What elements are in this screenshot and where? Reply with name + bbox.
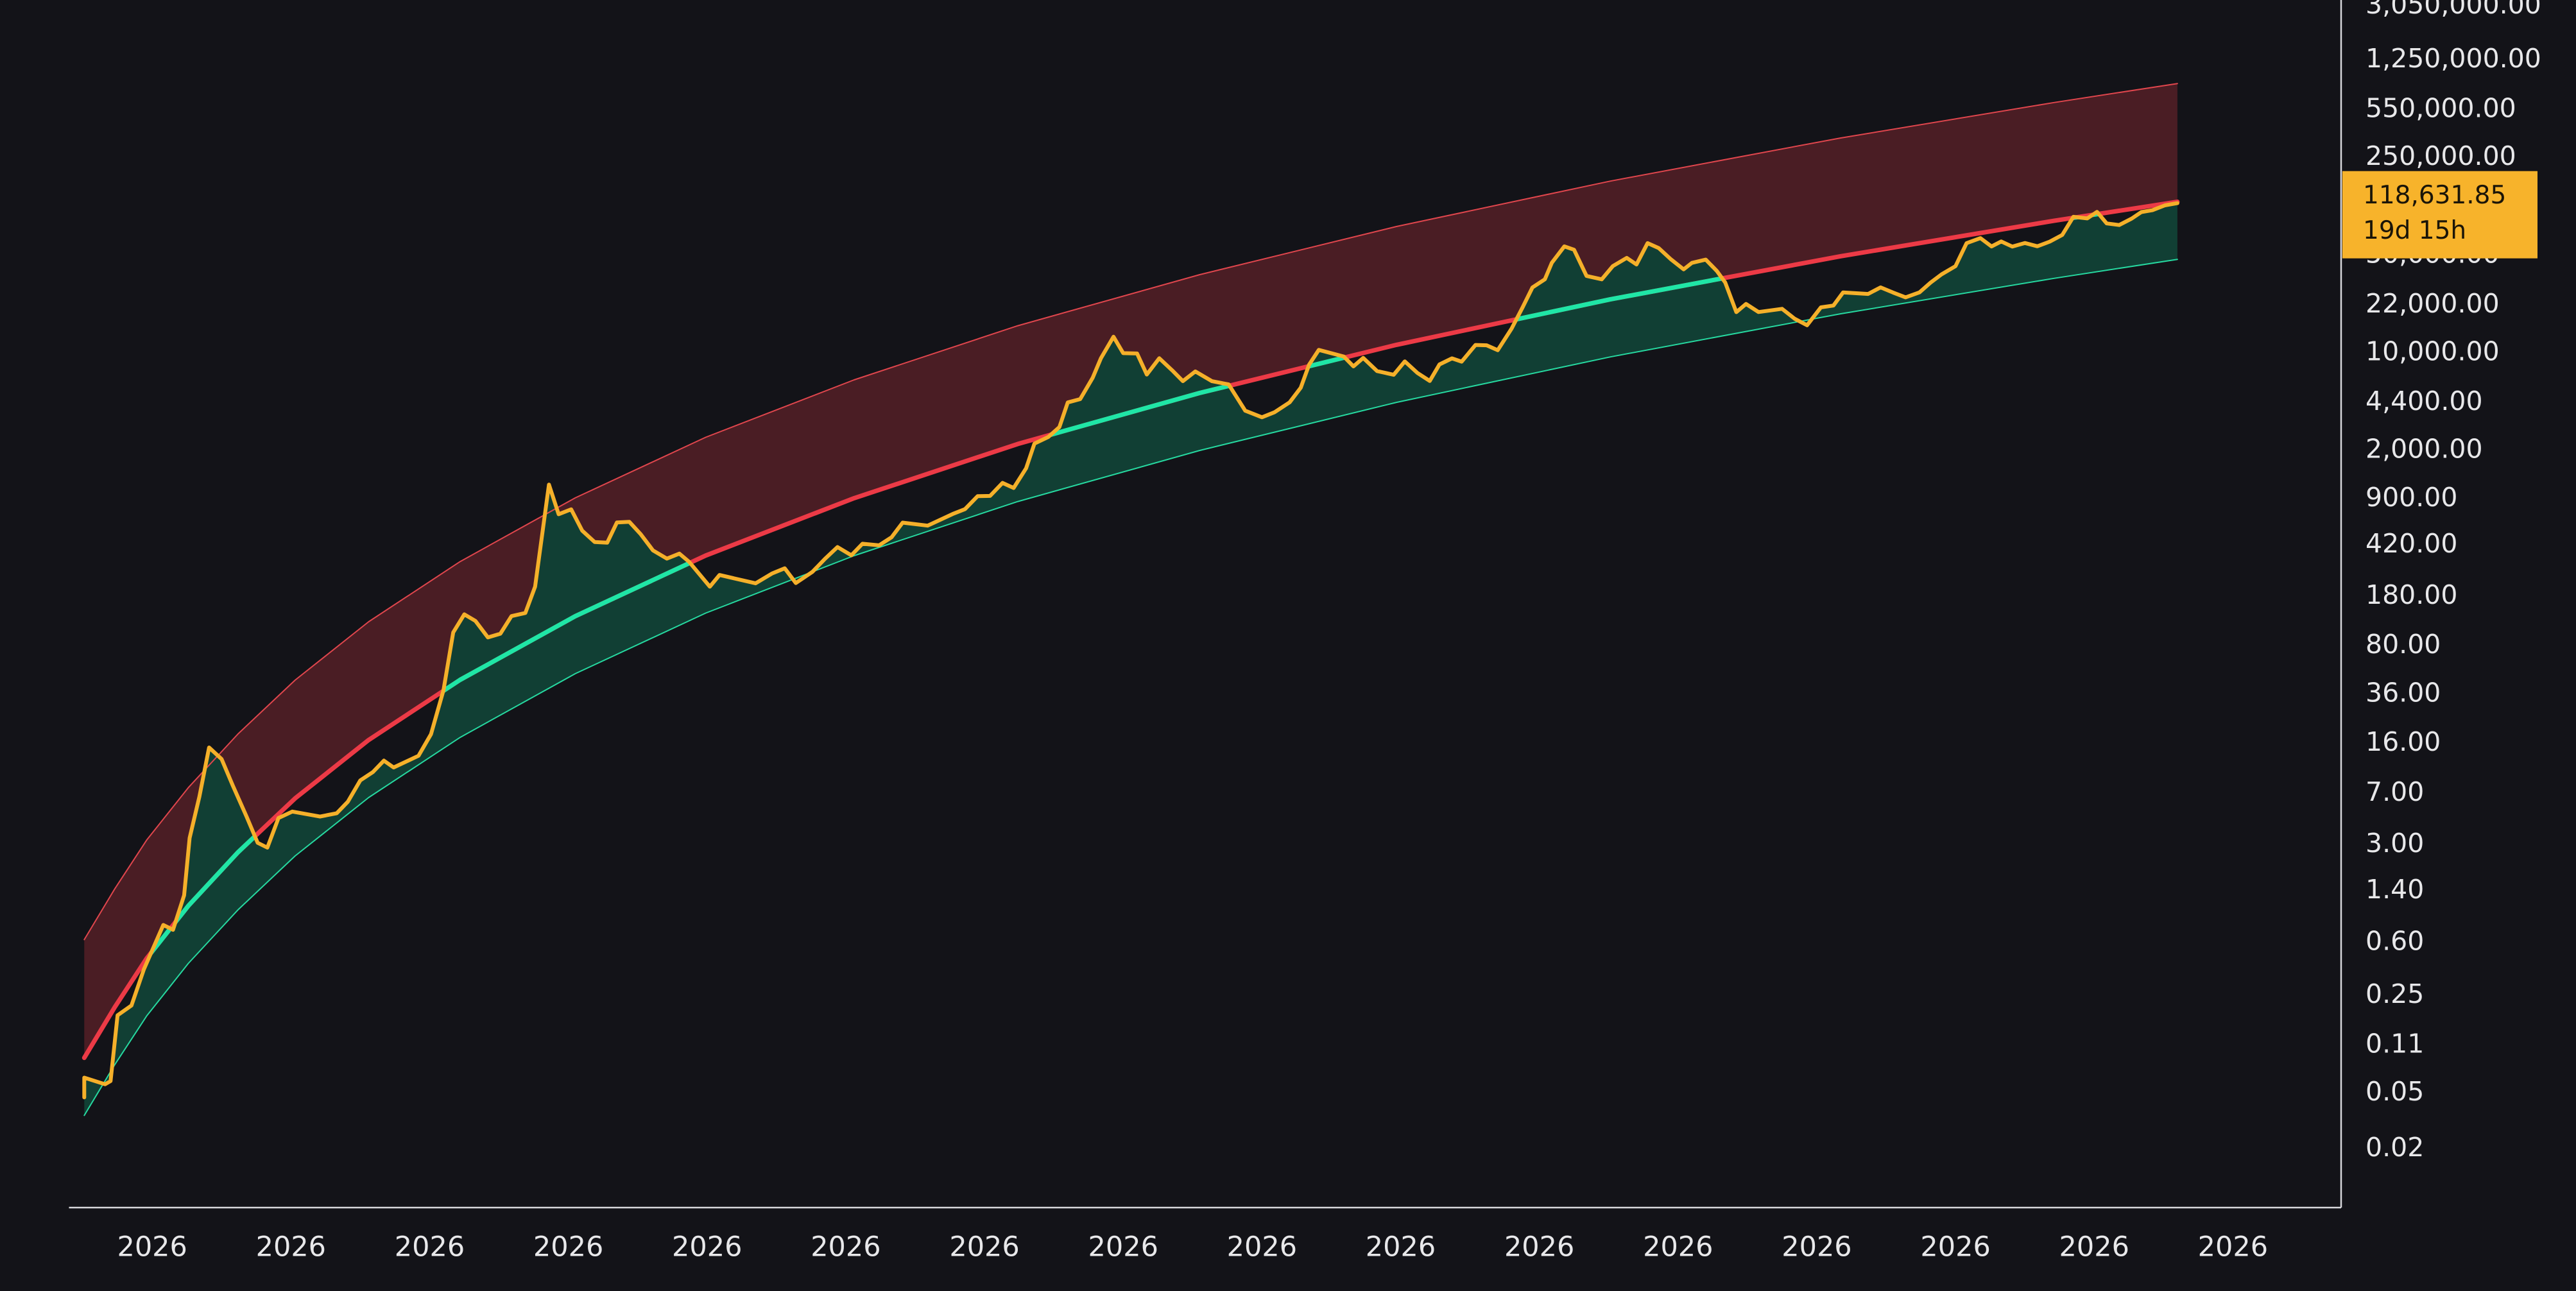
series-line	[83, 259, 2178, 1116]
x-tick-label: 2026	[1643, 1231, 1713, 1263]
lines	[82, 83, 2180, 1116]
y-tick-label: 10,000.00	[2366, 336, 2500, 366]
fills	[84, 83, 2177, 1116]
y-tick-label: 250,000.00	[2366, 141, 2516, 171]
y-tick-label: 0.05	[2366, 1076, 2424, 1107]
price-tag-box	[2342, 171, 2537, 259]
price-tag: 118,631.85 19d 15h	[2342, 171, 2537, 259]
y-tick-label: 0.11	[2366, 1029, 2424, 1059]
series-line	[82, 201, 2179, 1100]
price-tag-value: 118,631.85	[2363, 181, 2506, 210]
y-tick-label: 420.00	[2366, 528, 2457, 559]
x-tick-label: 2026	[1782, 1231, 1851, 1263]
band-fill	[84, 83, 2177, 1058]
x-tick-label: 2026	[1227, 1231, 1297, 1263]
y-tick-label: 900.00	[2366, 482, 2457, 513]
y-tick-label: 16.00	[2366, 726, 2441, 757]
axes: 3,050,000.00 1,250,000.00 550,000.00 250,00…	[69, 0, 2541, 1263]
x-tick-label: 2026	[117, 1231, 187, 1263]
x-tick-label: 2026	[395, 1231, 465, 1263]
series-line	[83, 83, 2178, 941]
y-tick-label: 1.40	[2366, 874, 2424, 905]
y-tick-label: 3.00	[2366, 828, 2424, 859]
x-tick-label: 2026	[1920, 1231, 1990, 1263]
y-tick-label: 4,400.00	[2366, 386, 2483, 416]
y-tick-label: 36.00	[2366, 677, 2441, 708]
y-tick-label: 180.00	[2366, 579, 2457, 610]
x-tick-label: 2026	[2059, 1231, 2129, 1263]
x-tick-label: 2026	[672, 1231, 742, 1263]
y-tick-label: 1,250,000.00	[2366, 43, 2541, 74]
x-tick-label: 2026	[2198, 1231, 2268, 1263]
y-tick-label: 3,050,000.00	[2366, 0, 2541, 20]
x-tick-label: 2026	[1088, 1231, 1158, 1263]
series-line-below-price	[84, 203, 2177, 1061]
band-fill	[84, 203, 2177, 1116]
y-tick-label: 0.02	[2366, 1132, 2424, 1163]
x-tick-label: 2026	[1366, 1231, 1436, 1263]
y-tick-label: 0.60	[2366, 925, 2424, 956]
y-tick-label: 80.00	[2366, 629, 2441, 660]
y-tick-label: 550,000.00	[2366, 93, 2516, 124]
x-tick-label: 2026	[1504, 1231, 1574, 1263]
y-tick-label: 2,000.00	[2366, 434, 2483, 465]
y-tick-label: 7.00	[2366, 776, 2424, 807]
price-tag-countdown: 19d 15h	[2363, 216, 2466, 245]
x-tick-label: 2026	[256, 1231, 326, 1263]
y-tick-label: 22,000.00	[2366, 288, 2500, 319]
x-tick-label: 2026	[949, 1231, 1019, 1263]
y-tick-label: 0.25	[2366, 979, 2424, 1009]
x-tick-label: 2026	[533, 1231, 603, 1263]
x-tick-label: 2026	[811, 1231, 880, 1263]
